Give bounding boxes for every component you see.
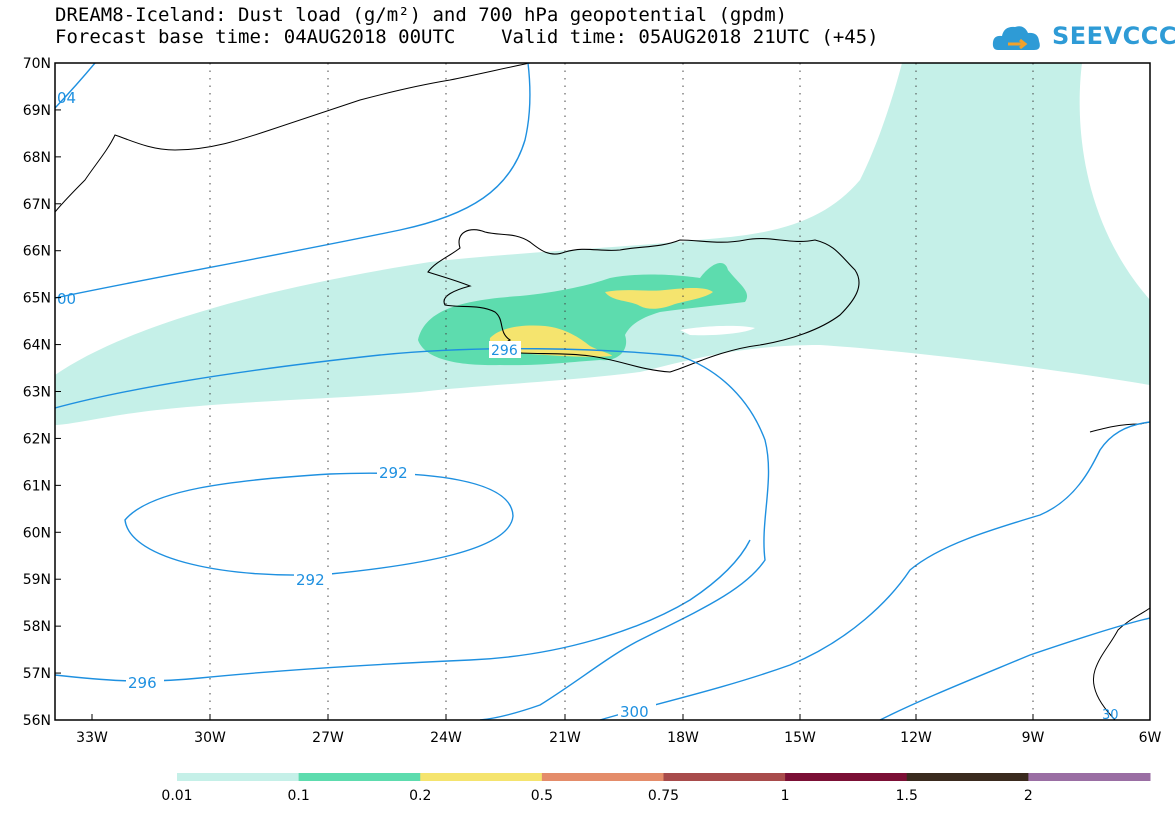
lat-label: 59N <box>23 572 51 588</box>
lat-label: 66N <box>23 244 51 260</box>
lon-label: 18W <box>667 730 699 746</box>
contour-label-300-bottomright: 30 <box>1102 708 1119 723</box>
legend-tick-label: 1 <box>781 788 790 804</box>
legend-swatch <box>663 773 786 781</box>
contour-300-southeast <box>879 617 1150 720</box>
lat-label: 69N <box>23 103 51 119</box>
lon-label: 15W <box>784 730 816 746</box>
map-title: DREAM8-Iceland: Dust load (g/m²) and 700… <box>55 4 788 26</box>
legend-tick-label: 2 <box>1024 788 1033 804</box>
legend-swatch <box>420 773 543 781</box>
lon-label: 21W <box>549 730 581 746</box>
legend-swatch <box>177 773 300 781</box>
lat-label: 60N <box>23 525 51 541</box>
dust-gap <box>680 325 755 336</box>
graticule <box>209 63 1034 720</box>
lon-label: 33W <box>76 730 108 746</box>
contour-label-304-topleft: 04 <box>57 89 76 107</box>
greenland-coastline <box>55 63 531 213</box>
lat-label: 68N <box>23 150 51 166</box>
legend-swatch <box>906 773 1029 781</box>
contour-292 <box>124 472 514 576</box>
legend-tick-label: 0.1 <box>287 788 309 804</box>
lat-label: 67N <box>23 197 51 213</box>
lat-label: 62N <box>23 431 51 447</box>
legend-swatch <box>541 773 664 781</box>
forecast-times: Forecast base time: 04AUG2018 00UTC Vali… <box>55 26 879 48</box>
iceland-coastline <box>427 229 860 373</box>
lon-label: 30W <box>194 730 226 746</box>
lon-label: 24W <box>430 730 462 746</box>
contour-296-center <box>55 347 770 720</box>
lat-label: 56N <box>23 713 51 729</box>
legend-swatch <box>785 773 908 781</box>
legend-tick-label: 1.5 <box>896 788 918 804</box>
lon-label: 12W <box>900 730 932 746</box>
lat-label: 58N <box>23 619 51 635</box>
lat-label: 61N <box>23 478 51 494</box>
lon-label: 27W <box>312 730 344 746</box>
lat-label: 70N <box>23 56 51 72</box>
legend-tick-label: 0.01 <box>161 788 192 804</box>
logo-text: SEEVCCC <box>1052 22 1175 50</box>
dust-shade-0.01 <box>55 63 1150 425</box>
legend-tick-label: 0.75 <box>648 788 679 804</box>
lon-label: 9W <box>1022 730 1045 746</box>
contour-label-292-bottom: 292 <box>296 571 325 589</box>
dust-shade-0.2-east <box>605 288 713 309</box>
contour-300-south <box>599 421 1150 720</box>
legend-tick-label: 0.5 <box>531 788 553 804</box>
lat-label: 65N <box>23 291 51 307</box>
lat-label: 57N <box>23 666 51 682</box>
legend-colorbar: 0.01 0.1 0.2 0.5 0.75 1 1.5 2 <box>161 773 1151 804</box>
contour-label-300-left: 00 <box>57 290 76 308</box>
contour-label-296-left: 296 <box>128 674 157 692</box>
lon-label: 6W <box>1139 730 1162 746</box>
legend-swatch <box>298 773 421 781</box>
legend-tick-label: 0.2 <box>409 788 431 804</box>
scotland-coastline <box>1093 607 1150 720</box>
contour-label-300-bottom: 300 <box>620 703 649 721</box>
contour-label-292-top: 292 <box>379 464 408 482</box>
contour-300-north <box>55 63 531 299</box>
contour-label-296-center: 296 <box>491 343 518 359</box>
lat-label: 63N <box>23 385 51 401</box>
legend-swatch <box>1028 773 1151 781</box>
lat-label: 64N <box>23 338 51 354</box>
cloud-logo-icon <box>992 26 1040 50</box>
contour-304 <box>55 63 96 109</box>
